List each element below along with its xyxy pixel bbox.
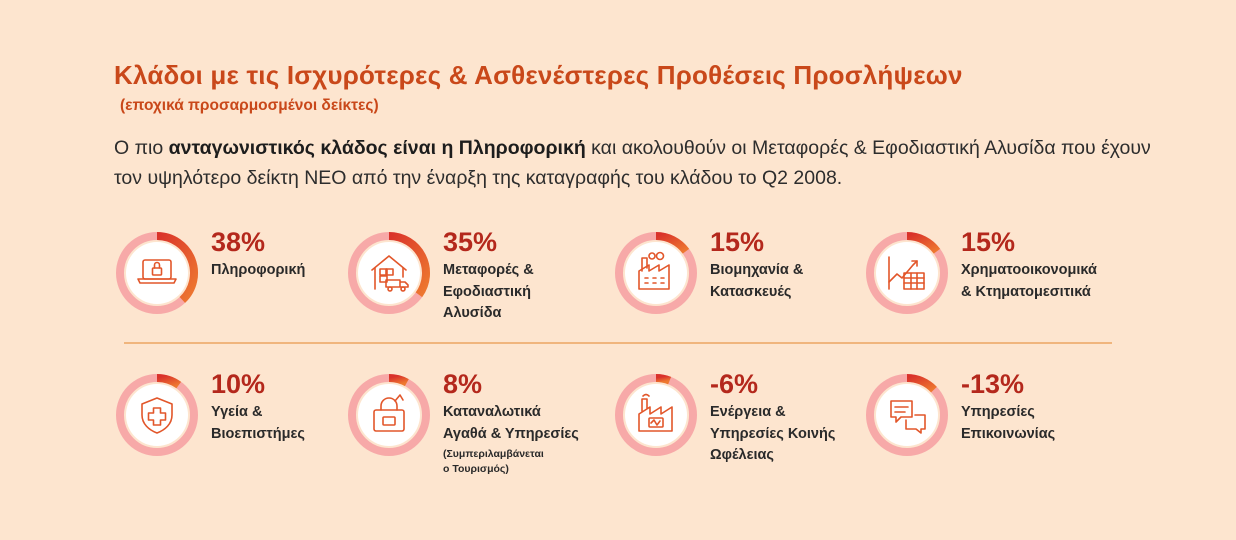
description: Ο πιο ανταγωνιστικός κλάδος είναι η Πληρ… [114, 133, 1154, 193]
sector-value: 15% [710, 227, 765, 257]
chat-bubbles-icon [890, 400, 926, 434]
row-divider [124, 342, 1112, 344]
sector-note: (Συμπεριλαμβάνεται ο Τουρισμός) [443, 447, 544, 477]
sector-label: Πληροφορική [211, 260, 305, 282]
factory-icon [638, 251, 670, 290]
sector-ring [615, 374, 697, 456]
laptop-lock-icon [137, 259, 177, 284]
description-emphasis: ανταγωνιστικός κλάδος είναι η Πληροφορικ… [168, 137, 586, 159]
ring-progress [906, 232, 941, 254]
sector-label-line: Κατασκευές [710, 283, 792, 300]
chart-table-icon [888, 256, 925, 290]
ring-progress [906, 374, 937, 393]
sector-label-line: Βιοεπιστήμες [211, 425, 305, 442]
sector-label-line: Καταναλωτικά [443, 404, 541, 420]
sector-value: 15% [961, 227, 1016, 257]
sector-label-line: Μεταφορές & [443, 262, 534, 278]
sector-value: 38% [211, 227, 266, 257]
sector-label-line: Ενέργεια & [710, 404, 786, 420]
sector-label-line: Χρηματοοικονομικά [961, 262, 1097, 278]
description-text-end: και ακολουθούν οι Μεταφορές & Εφοδιαστικ… [114, 137, 1151, 189]
sector-note-line: (Συμπεριλαμβάνεται [443, 448, 544, 460]
sector-ring [866, 374, 948, 456]
sector-label-line: Εφοδιαστική [443, 283, 531, 300]
sector-label: Ενέργεια & Υπηρεσίες Κοινής Ωφέλειας [710, 402, 835, 467]
description-text-start: Ο πιο [114, 137, 169, 159]
sector-label-line: Επικοινωνίας [961, 425, 1056, 442]
power-plant-icon [638, 393, 673, 432]
sector-ring [116, 232, 198, 314]
sector-label: Χρηματοοικονομικά & Κτηματομεσιτικά [961, 260, 1097, 303]
sector-ring [866, 232, 948, 314]
sector-note-line: ο Τουρισμός) [443, 463, 509, 475]
ring-progress [156, 232, 198, 303]
sector-value: -13% [961, 369, 1025, 399]
page-title: Κλάδοι με τις Ισχυρότερες & Ασθενέστερες… [114, 60, 963, 90]
sector-ring [116, 374, 198, 456]
sector-label-line: & Κτηματομεσιτικά [961, 283, 1091, 300]
sector-label: Καταναλωτικά Αγαθά & Υπηρεσίες [443, 402, 579, 445]
sector-label-line: Αλυσίδα [443, 305, 502, 321]
sector-label: Μεταφορές & Εφοδιαστική Αλυσίδα [443, 260, 534, 325]
sector-label-line: Αγαθά & Υπηρεσίες [443, 425, 579, 442]
sector-label: Βιομηχανία & Κατασκευές [710, 260, 803, 303]
sector-ring [348, 374, 430, 456]
ring-progress [156, 374, 182, 389]
ring-progress [655, 232, 690, 254]
sector-label: Υγεία & Βιοεπιστήμες [211, 402, 305, 445]
sector-label-line: Υπηρεσίες Κοινής [710, 425, 836, 442]
shield-cross-icon [141, 397, 173, 434]
ring-progress [655, 374, 672, 385]
sector-label-line: Πληροφορική [211, 262, 306, 278]
ring-progress [388, 232, 430, 298]
page-subtitle: (εποχικά προσαρμοσμένοι δείκτες) [120, 97, 379, 114]
sector-label-line: Υγεία & [211, 404, 263, 420]
sector-value: 8% [443, 369, 483, 399]
sector-value: 10% [211, 369, 266, 399]
sector-label-line: Ωφέλειας [710, 447, 774, 463]
sector-value: 35% [443, 227, 498, 257]
shopping-bag-icon [373, 394, 405, 432]
sector-ring [348, 232, 430, 314]
ring-progress [388, 374, 409, 387]
sector-value: -6% [710, 369, 759, 399]
sector-label-line: Βιομηχανία & [710, 262, 804, 278]
warehouse-truck-icon [371, 255, 409, 292]
sector-ring [615, 232, 697, 314]
sector-label: Υπηρεσίες Επικοινωνίας [961, 402, 1055, 445]
sector-label-line: Υπηρεσίες [961, 404, 1035, 420]
